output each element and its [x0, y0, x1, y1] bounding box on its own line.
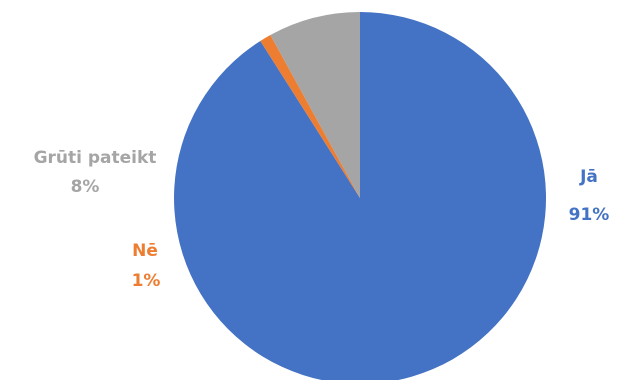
- pie-slices: [174, 12, 547, 380]
- slice-label-ne: Nē: [132, 241, 158, 261]
- pie-slice-ja: [174, 12, 547, 380]
- slice-value-ne: 1%: [132, 271, 161, 291]
- pie-slice-ne: [260, 35, 360, 199]
- slice-label-ja: Jā: [579, 167, 598, 187]
- slice-value-ja: 91%: [569, 205, 610, 225]
- pie-slice-gruti-pateikt: [270, 12, 360, 198]
- slice-label-gruti-pateikt: Grūti pateikt: [34, 148, 157, 168]
- slice-value-gruti-pateikt: 8%: [71, 177, 100, 197]
